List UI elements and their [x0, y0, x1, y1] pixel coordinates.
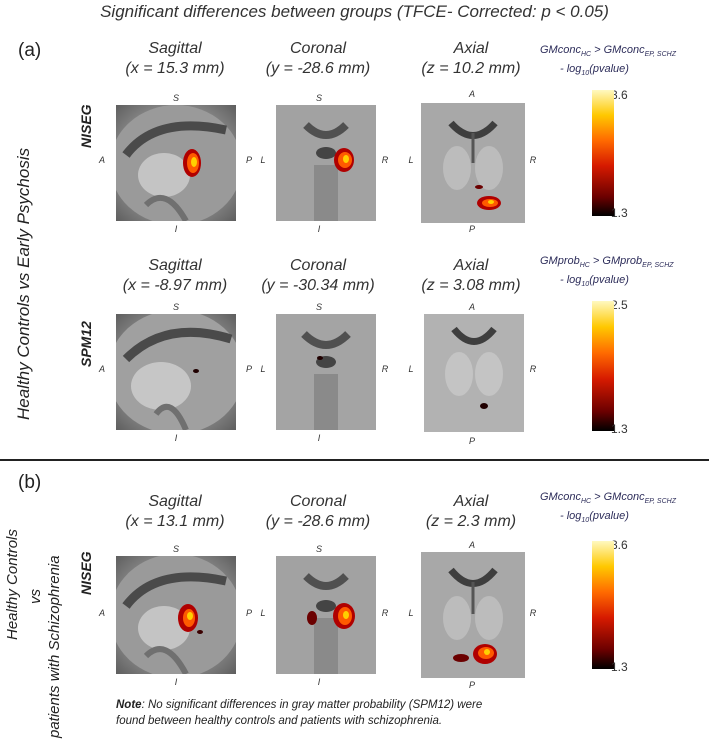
activation-cluster: [334, 148, 354, 172]
orient-top-cor-a1: S: [315, 93, 322, 103]
orient-top-ax-a2: A: [468, 302, 475, 312]
orient-bottom-ax-a1: P: [468, 224, 475, 234]
activation-cluster: [178, 604, 203, 634]
orient-left-ax-a1: L: [408, 155, 414, 165]
mri-coronal-a1: [276, 105, 376, 221]
orient-left-cor-a1: L: [260, 155, 266, 165]
orient-top-sag-b: S: [172, 544, 179, 554]
orient-bottom-sag-a1: I: [174, 224, 178, 234]
view-title-axial-a1: Axial (z = 10.2 mm): [421, 40, 521, 77]
orient-right-cor-a1: R: [381, 155, 389, 165]
mri-sagittal-a2: [116, 314, 236, 430]
mri-axial-a1: [421, 103, 525, 223]
activation-cluster: [475, 185, 501, 210]
orient-top-cor-b: S: [315, 544, 322, 554]
panel-b-label: (b): [18, 472, 42, 493]
colorbar-max-a1: 3.6: [611, 88, 628, 102]
orient-left-ax-a2: L: [408, 364, 414, 374]
orient-right-ax-a2: R: [529, 364, 537, 374]
orient-bottom-cor-b: I: [317, 677, 321, 687]
view-title-sagittal-a2: Sagittal (x = -8.97 mm): [122, 257, 228, 294]
orient-right-ax-b: R: [529, 608, 537, 618]
panel-b-group-label-2: vs: [27, 589, 44, 604]
orient-left-sag-b: A: [98, 608, 105, 618]
colorbar-b: [592, 541, 614, 669]
mri-sagittal-a1: [116, 105, 236, 221]
orient-bottom-ax-a2: P: [468, 436, 475, 446]
colorbar-a1: [592, 90, 614, 216]
view-title-axial-a2: Axial (z = 3.08 mm): [421, 257, 521, 294]
orient-left-cor-b: L: [260, 608, 266, 618]
panel-a-group-label: Healthy Controls vs Early Psychosis: [14, 147, 33, 420]
orient-left-cor-a2: L: [260, 364, 266, 374]
panel-b-group-label-3: patients with Schizophrenia: [46, 555, 63, 738]
activation-cluster: [193, 369, 199, 373]
orient-right-cor-a2: R: [381, 364, 389, 374]
orient-left-ax-b: L: [408, 608, 414, 618]
orient-right-sag-a1: P: [245, 155, 252, 165]
orient-bottom-sag-a2: I: [174, 433, 178, 443]
colorbar-max-b: 3.6: [611, 538, 628, 552]
orient-right-ax-a1: R: [529, 155, 537, 165]
orient-top-ax-a1: A: [468, 89, 475, 99]
orient-top-sag-a1: S: [172, 93, 179, 103]
orient-bottom-cor-a1: I: [317, 224, 321, 234]
colorbar-label-b: GMconcHC > GMconcEP, SCHZ - log10(pvalue…: [540, 491, 676, 525]
mri-axial-a2: [424, 314, 524, 432]
activation-cluster: [453, 644, 497, 664]
mri-axial-b: [421, 552, 525, 678]
panel-b-group-label-1: Healthy Controls: [4, 529, 21, 640]
orient-left-sag-a2: A: [98, 364, 105, 374]
view-title-sagittal-a1: Sagittal (x = 15.3 mm): [125, 40, 225, 77]
mri-sagittal-b: [116, 556, 236, 674]
orient-bottom-ax-b: P: [468, 680, 475, 690]
mri-coronal-b: [276, 556, 376, 674]
activation-cluster: [183, 149, 201, 177]
orient-top-ax-b: A: [468, 540, 475, 550]
colorbar-max-a2: 2.5: [611, 298, 628, 312]
colorbar-min-a2: 1.3: [611, 422, 628, 436]
panel-a-label: (a): [18, 40, 42, 61]
colorbar-label-a2: GMprobHC > GMprobEP, SCHZ - log10(pvalue…: [540, 255, 674, 289]
orient-left-sag-a1: A: [98, 155, 105, 165]
orient-top-cor-a2: S: [315, 302, 322, 312]
orient-right-sag-b: P: [245, 608, 252, 618]
activation-cluster: [307, 603, 355, 629]
activation-cluster: [480, 403, 488, 409]
view-title-sagittal-b: Sagittal (x = 13.1 mm): [125, 493, 225, 530]
activation-cluster: [317, 356, 323, 360]
colorbar-a2: [592, 301, 614, 431]
orient-right-cor-b: R: [381, 608, 389, 618]
view-title-axial-b: Axial (z = 2.3 mm): [425, 493, 517, 530]
colorbar-label-a1: GMconcHC > GMconcEP, SCHZ - log10(pvalue…: [540, 44, 676, 78]
figure-title: Significant differences between groups (…: [100, 2, 609, 21]
orient-top-sag-a2: S: [172, 302, 179, 312]
method-label-niseg-b: NISEG: [78, 551, 94, 595]
view-title-coronal-a2: Coronal (y = -30.34 mm): [261, 257, 375, 294]
view-title-coronal-a1: Coronal (y = -28.6 mm): [265, 40, 371, 77]
method-label-spm12: SPM12: [78, 321, 94, 367]
figure-note: Note: No significant differences in gray…: [116, 699, 483, 727]
orient-bottom-cor-a2: I: [317, 433, 321, 443]
colorbar-min-b: 1.3: [611, 660, 628, 674]
orient-right-sag-a2: P: [245, 364, 252, 374]
method-label-niseg-a: NISEG: [78, 104, 94, 148]
colorbar-min-a1: 1.3: [611, 206, 628, 220]
panel-divider: [0, 459, 709, 461]
mri-coronal-a2: [276, 314, 376, 430]
view-title-coronal-b: Coronal (y = -28.6 mm): [265, 493, 371, 530]
orient-bottom-sag-b: I: [174, 677, 178, 687]
